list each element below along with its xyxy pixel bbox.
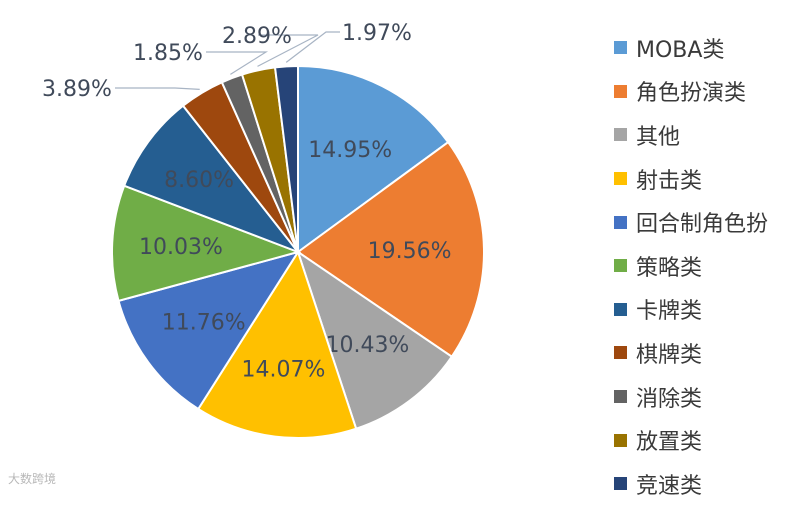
pie-slice-6 xyxy=(111,184,302,303)
legend-label: 棋牌类 xyxy=(636,342,703,368)
pie-slice-2 xyxy=(296,140,485,359)
legend-swatch xyxy=(614,259,627,273)
legend-label: MOBA类 xyxy=(636,37,725,63)
legend-label: 其他 xyxy=(636,124,681,150)
legend-item-8: 棋牌类 xyxy=(614,331,768,375)
legend-swatch xyxy=(614,172,627,186)
legend-swatch xyxy=(614,433,627,447)
leader-line-9 xyxy=(206,51,269,75)
legend-item-2: 角色扮演类 xyxy=(614,70,768,114)
legend-swatch xyxy=(614,128,627,142)
legend-item-6: 策略类 xyxy=(614,244,768,288)
legend-swatch xyxy=(614,215,627,229)
leader-line-8 xyxy=(115,87,200,90)
legend-label: 放置类 xyxy=(636,430,703,456)
data-label-6: 10.03% xyxy=(139,235,223,260)
data-label-8: 3.89% xyxy=(42,77,112,102)
legend-item-5: 回合制角色扮 xyxy=(614,200,768,244)
data-label-9: 1.85% xyxy=(133,41,203,66)
legend-swatch xyxy=(614,346,627,360)
legend-label: 角色扮演类 xyxy=(636,81,747,107)
pie-slice-11 xyxy=(273,64,299,253)
legend-swatch xyxy=(614,302,627,316)
leader-line-10 xyxy=(257,34,319,67)
legend-item-10: 放置类 xyxy=(614,418,768,462)
legend-swatch xyxy=(614,390,627,404)
legend-label: 竞速类 xyxy=(636,473,703,499)
watermark: 大数跨境 xyxy=(8,472,57,486)
data-label-3: 10.43% xyxy=(325,333,409,358)
pie-slice-5 xyxy=(117,250,301,411)
data-label-4: 14.07% xyxy=(242,357,326,382)
pie-slice-3 xyxy=(296,249,454,430)
legend-swatch xyxy=(614,477,627,491)
legend-swatch xyxy=(614,41,627,55)
legend-label: 卡牌类 xyxy=(636,299,703,325)
legend-item-1: MOBA类 xyxy=(614,26,768,70)
pie-slice-4 xyxy=(196,249,358,439)
pie-slice-1 xyxy=(297,64,450,254)
legend-label: 射击类 xyxy=(636,168,703,194)
data-label-2: 19.56% xyxy=(368,239,452,264)
legend-label: 回合制角色扮 xyxy=(636,212,769,238)
pie-slice-7 xyxy=(122,104,302,255)
legend-item-4: 射击类 xyxy=(614,157,768,201)
legend-item-7: 卡牌类 xyxy=(614,288,768,332)
legend-label: 策略类 xyxy=(636,255,703,281)
data-label-5: 11.76% xyxy=(162,311,246,336)
legend-label: 消除类 xyxy=(636,386,703,412)
legend-item-3: 其他 xyxy=(614,113,768,157)
data-label-7: 8.60% xyxy=(164,168,234,193)
legend: MOBA类角色扮演类其他射击类回合制角色扮 策略类卡牌类棋牌类消除类放置类竞速类 xyxy=(614,26,768,506)
data-label-10: 2.89% xyxy=(222,24,292,49)
data-label-11: 1.97% xyxy=(342,21,412,46)
legend-item-11: 竞速类 xyxy=(614,462,768,506)
legend-swatch xyxy=(614,84,627,98)
leader-line-11 xyxy=(285,31,340,63)
legend-item-9: 消除类 xyxy=(614,375,768,419)
data-label-1: 14.95% xyxy=(308,138,392,163)
